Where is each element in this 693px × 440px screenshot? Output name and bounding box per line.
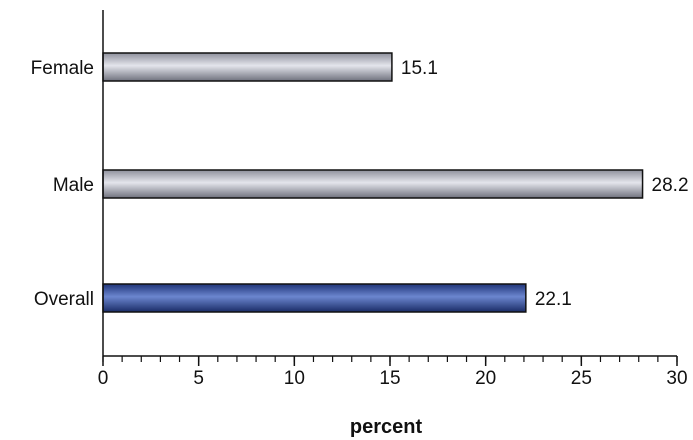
bar-female [102,52,393,82]
bars-layer [102,52,644,313]
bar-overall [102,283,527,313]
axis-layer: 0 5 10 15 20 25 30 [98,10,688,389]
x-tick-label-30: 30 [666,368,687,389]
labels-layer: Female 15.1 Male 28.2 Overall 22.1 [31,58,689,310]
x-tick-label-10: 10 [284,368,305,389]
x-tick-label-20: 20 [475,368,496,389]
x-tick-label-15: 15 [379,368,400,389]
category-label-male: Male [53,175,94,196]
bar-male [102,169,644,199]
category-label-overall: Overall [34,289,94,310]
x-tick-label-25: 25 [571,368,592,389]
x-tick-label-0: 0 [98,368,109,389]
value-label-male: 28.2 [652,175,689,196]
value-label-female: 15.1 [401,58,438,79]
value-label-overall: 22.1 [535,289,572,310]
x-tick-label-5: 5 [193,368,204,389]
x-axis-title: percent [350,416,423,438]
category-label-female: Female [31,58,94,79]
